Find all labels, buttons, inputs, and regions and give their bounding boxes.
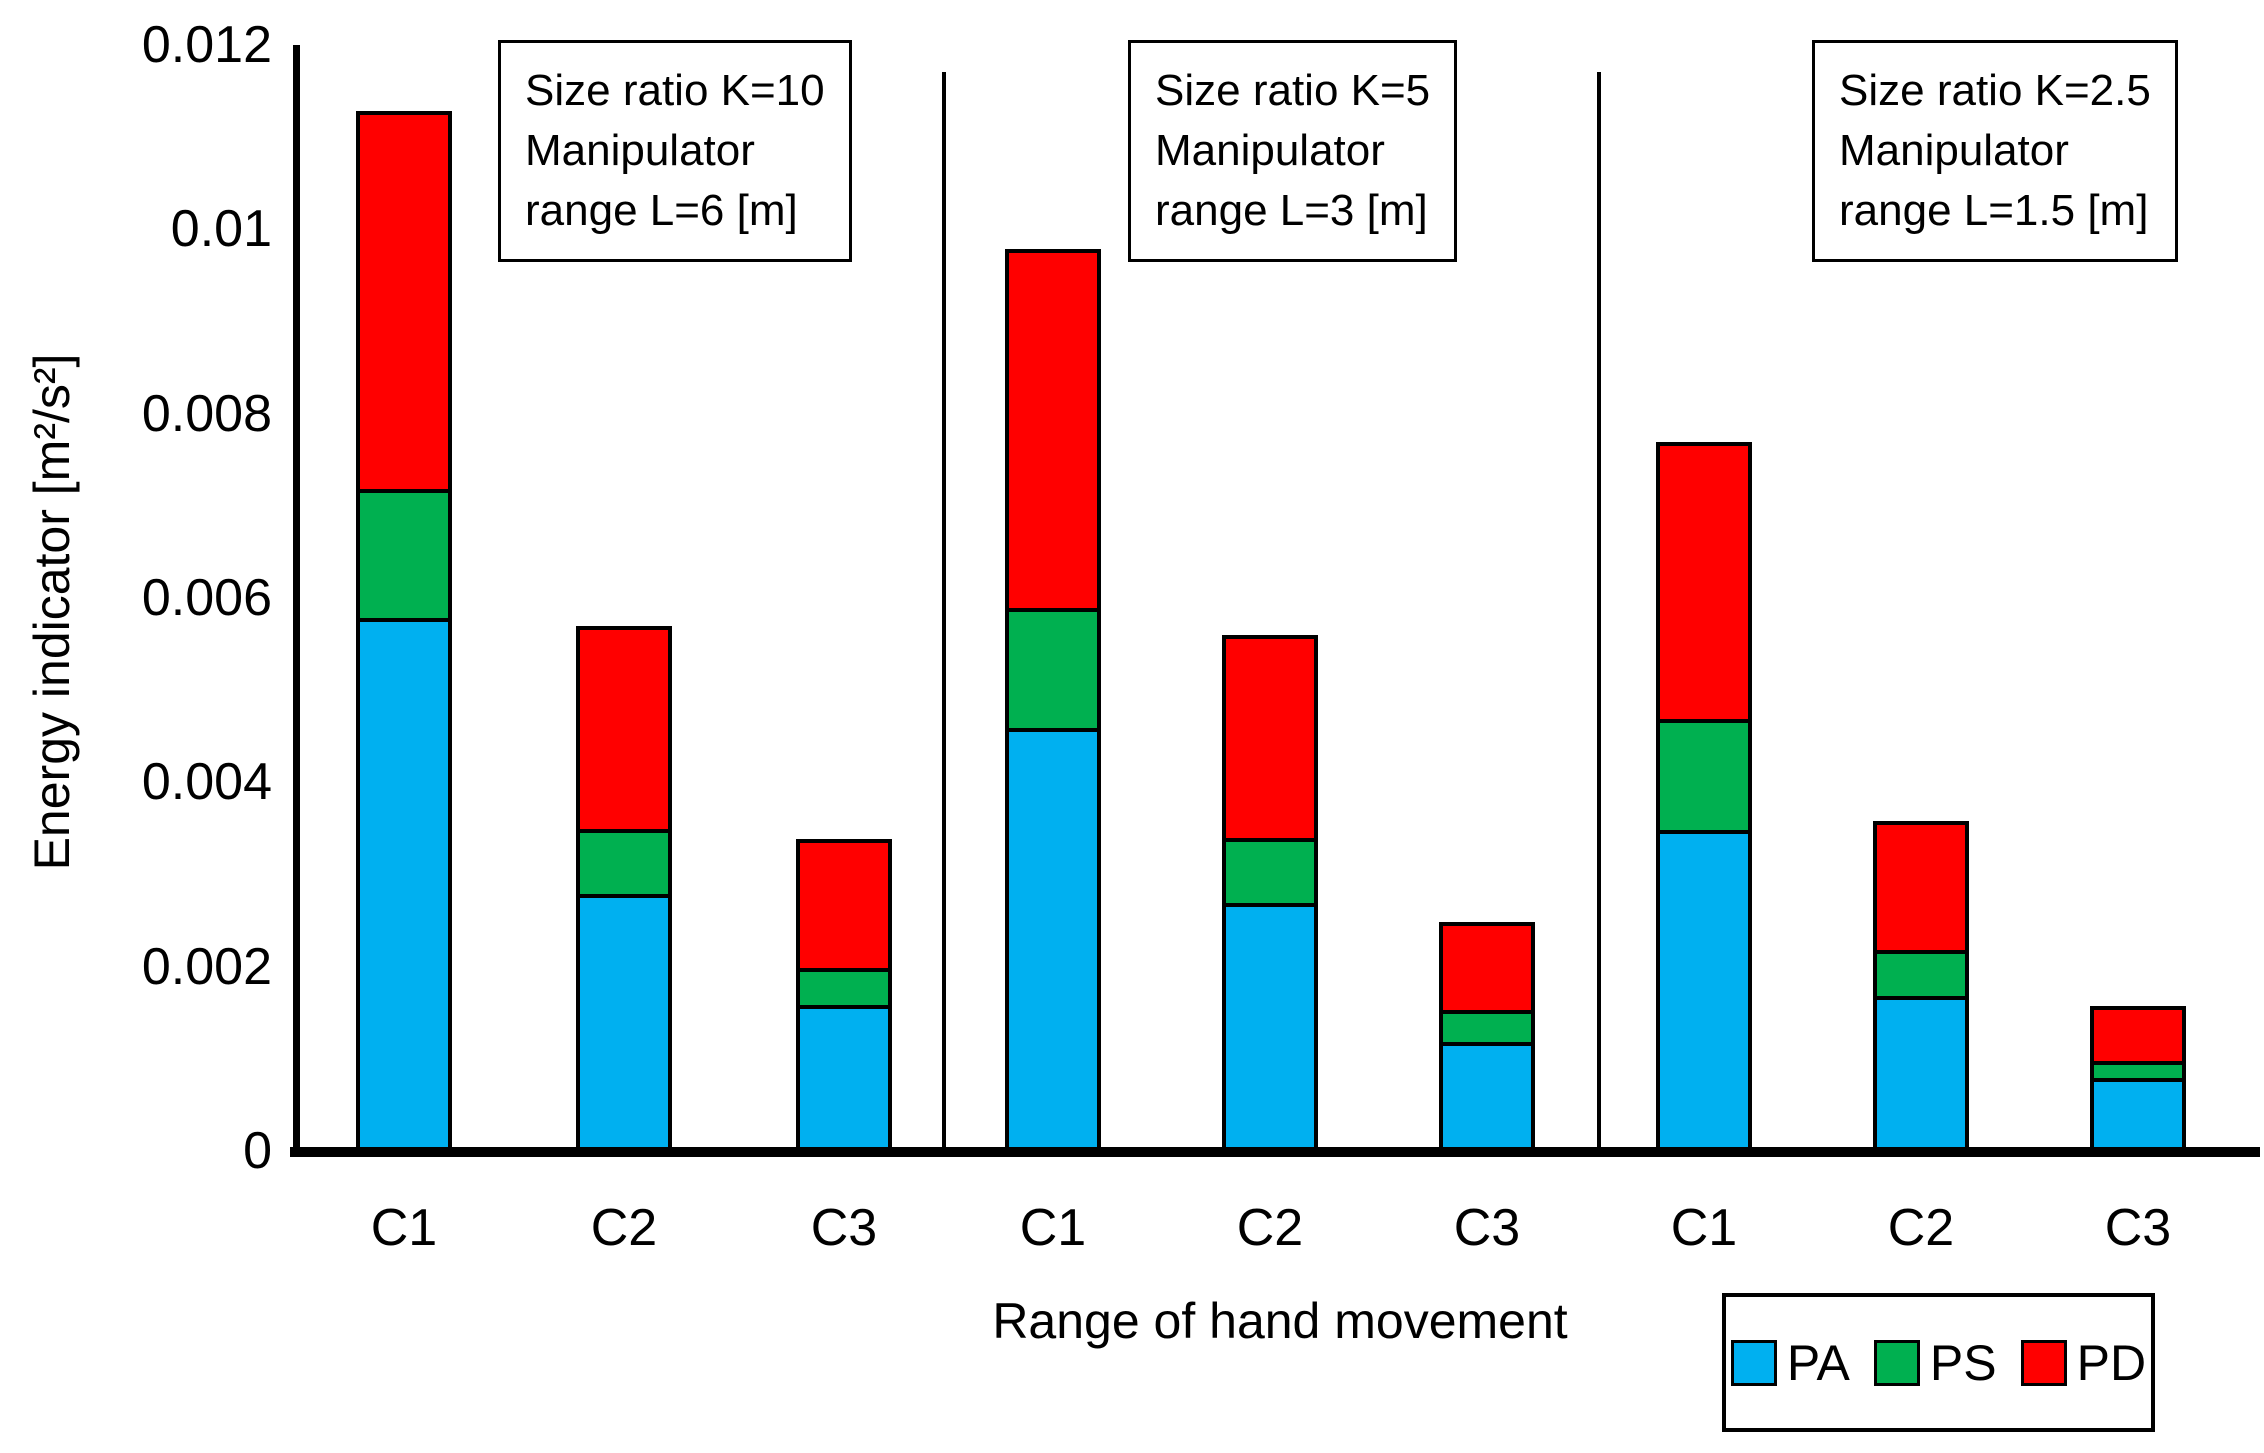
bar-segment-pd — [800, 843, 888, 972]
bar-segment-pa — [2094, 1082, 2182, 1147]
bar-segment-pa — [580, 898, 668, 1147]
bar-segment-pd — [1009, 253, 1097, 612]
legend-item-ps: PS — [1873, 1334, 1997, 1392]
bar-segment-ps — [1443, 1014, 1531, 1046]
bar-segment-pa — [360, 622, 448, 1147]
bar-segment-pd — [2094, 1010, 2182, 1065]
x-category-label: C1 — [1019, 1199, 1087, 1257]
legend-label-pd: PD — [2076, 1334, 2147, 1391]
bar-segment-pa — [1443, 1046, 1531, 1147]
ps-swatch-icon — [1873, 1339, 1920, 1386]
bar-segment-pa — [1226, 907, 1314, 1147]
x-category-label: C2 — [1236, 1199, 1304, 1257]
annotation-line: Manipulator — [1839, 126, 2069, 175]
legend-item-pd: PD — [2020, 1334, 2147, 1392]
annotation-line: Size ratio K=5 — [1155, 66, 1431, 115]
y-tick-label: 0.01 — [170, 200, 272, 259]
bar-segment-ps — [580, 833, 668, 898]
annotation-line: Size ratio K=2.5 — [1839, 66, 2151, 115]
y-tick-label: 0 — [243, 1122, 272, 1180]
annotation-line: Manipulator — [525, 126, 755, 175]
bar-c3-group2 — [1439, 922, 1535, 1151]
bar-c3-group3 — [2090, 1006, 2186, 1151]
bar-segment-pa — [1660, 834, 1748, 1147]
pd-swatch-icon — [2020, 1339, 2067, 1386]
x-category-label: C2 — [590, 1199, 658, 1257]
bar-c1-group2 — [1005, 249, 1101, 1151]
bar-segment-ps — [800, 972, 888, 1009]
bar-c3-group1 — [796, 839, 892, 1151]
x-category-label: C1 — [1670, 1199, 1738, 1257]
bar-c1-group3 — [1656, 442, 1752, 1151]
y-axis-line — [293, 45, 300, 1151]
legend-label-pa: PA — [1786, 1334, 1850, 1391]
bar-c2-group1 — [576, 626, 672, 1151]
x-category-label: C3 — [2104, 1199, 2172, 1257]
x-category-label: C3 — [810, 1199, 878, 1257]
bar-c1-group1 — [356, 111, 452, 1151]
x-axis-line — [290, 1147, 2260, 1157]
bar-segment-ps — [1009, 612, 1097, 732]
bar-segment-pd — [1226, 639, 1314, 842]
bar-segment-pa — [800, 1009, 888, 1147]
annotation-line: range L=1.5 [m] — [1839, 186, 2149, 235]
y-tick-label: 0.006 — [141, 569, 272, 627]
annotation-box-group1: Size ratio K=10 Manipulator range L=6 [m] — [498, 40, 852, 262]
x-category-label: C1 — [370, 1199, 438, 1257]
bar-segment-pa — [1877, 1000, 1965, 1147]
pa-swatch-icon — [1730, 1339, 1777, 1386]
bar-segment-ps — [1660, 723, 1748, 834]
y-tick-label: 0.012 — [141, 16, 272, 74]
group-divider-line — [942, 72, 946, 1147]
y-tick-label: 0.008 — [141, 384, 272, 443]
bar-segment-ps — [1226, 842, 1314, 907]
bar-segment-ps — [2094, 1065, 2182, 1082]
bar-segment-pd — [1443, 926, 1531, 1014]
x-axis-title: Range of hand movement — [992, 1293, 1568, 1349]
bar-segment-pd — [1660, 446, 1748, 723]
bar-segment-pd — [360, 115, 448, 493]
group-divider-line — [1597, 72, 1601, 1147]
x-category-label: C3 — [1453, 1199, 1521, 1257]
annotation-line: range L=6 [m] — [525, 186, 798, 235]
bar-segment-ps — [1877, 954, 1965, 1000]
annotation-box-group3: Size ratio K=2.5 Manipulator range L=1.5 [… — [1812, 40, 2178, 262]
annotation-line: Size ratio K=10 — [525, 66, 825, 115]
bar-c2-group2 — [1222, 635, 1318, 1151]
annotation-line: Manipulator — [1155, 126, 1385, 175]
x-category-label: C2 — [1887, 1199, 1955, 1257]
legend-item-pa: PA — [1730, 1334, 1850, 1392]
y-tick-label: 0.002 — [141, 937, 272, 996]
bar-segment-pd — [1877, 825, 1965, 954]
legend-box: PA PS PD — [1722, 1293, 2155, 1432]
y-tick-label: 0.004 — [141, 753, 272, 812]
legend-label-ps: PS — [1929, 1334, 1997, 1391]
bar-segment-pa — [1009, 732, 1097, 1147]
bar-c2-group3 — [1873, 821, 1969, 1151]
bar-segment-pd — [580, 630, 668, 833]
annotation-box-group2: Size ratio K=5 Manipulator range L=3 [m] — [1128, 40, 1458, 262]
bar-segment-ps — [360, 493, 448, 622]
annotation-line: range L=3 [m] — [1155, 186, 1428, 235]
